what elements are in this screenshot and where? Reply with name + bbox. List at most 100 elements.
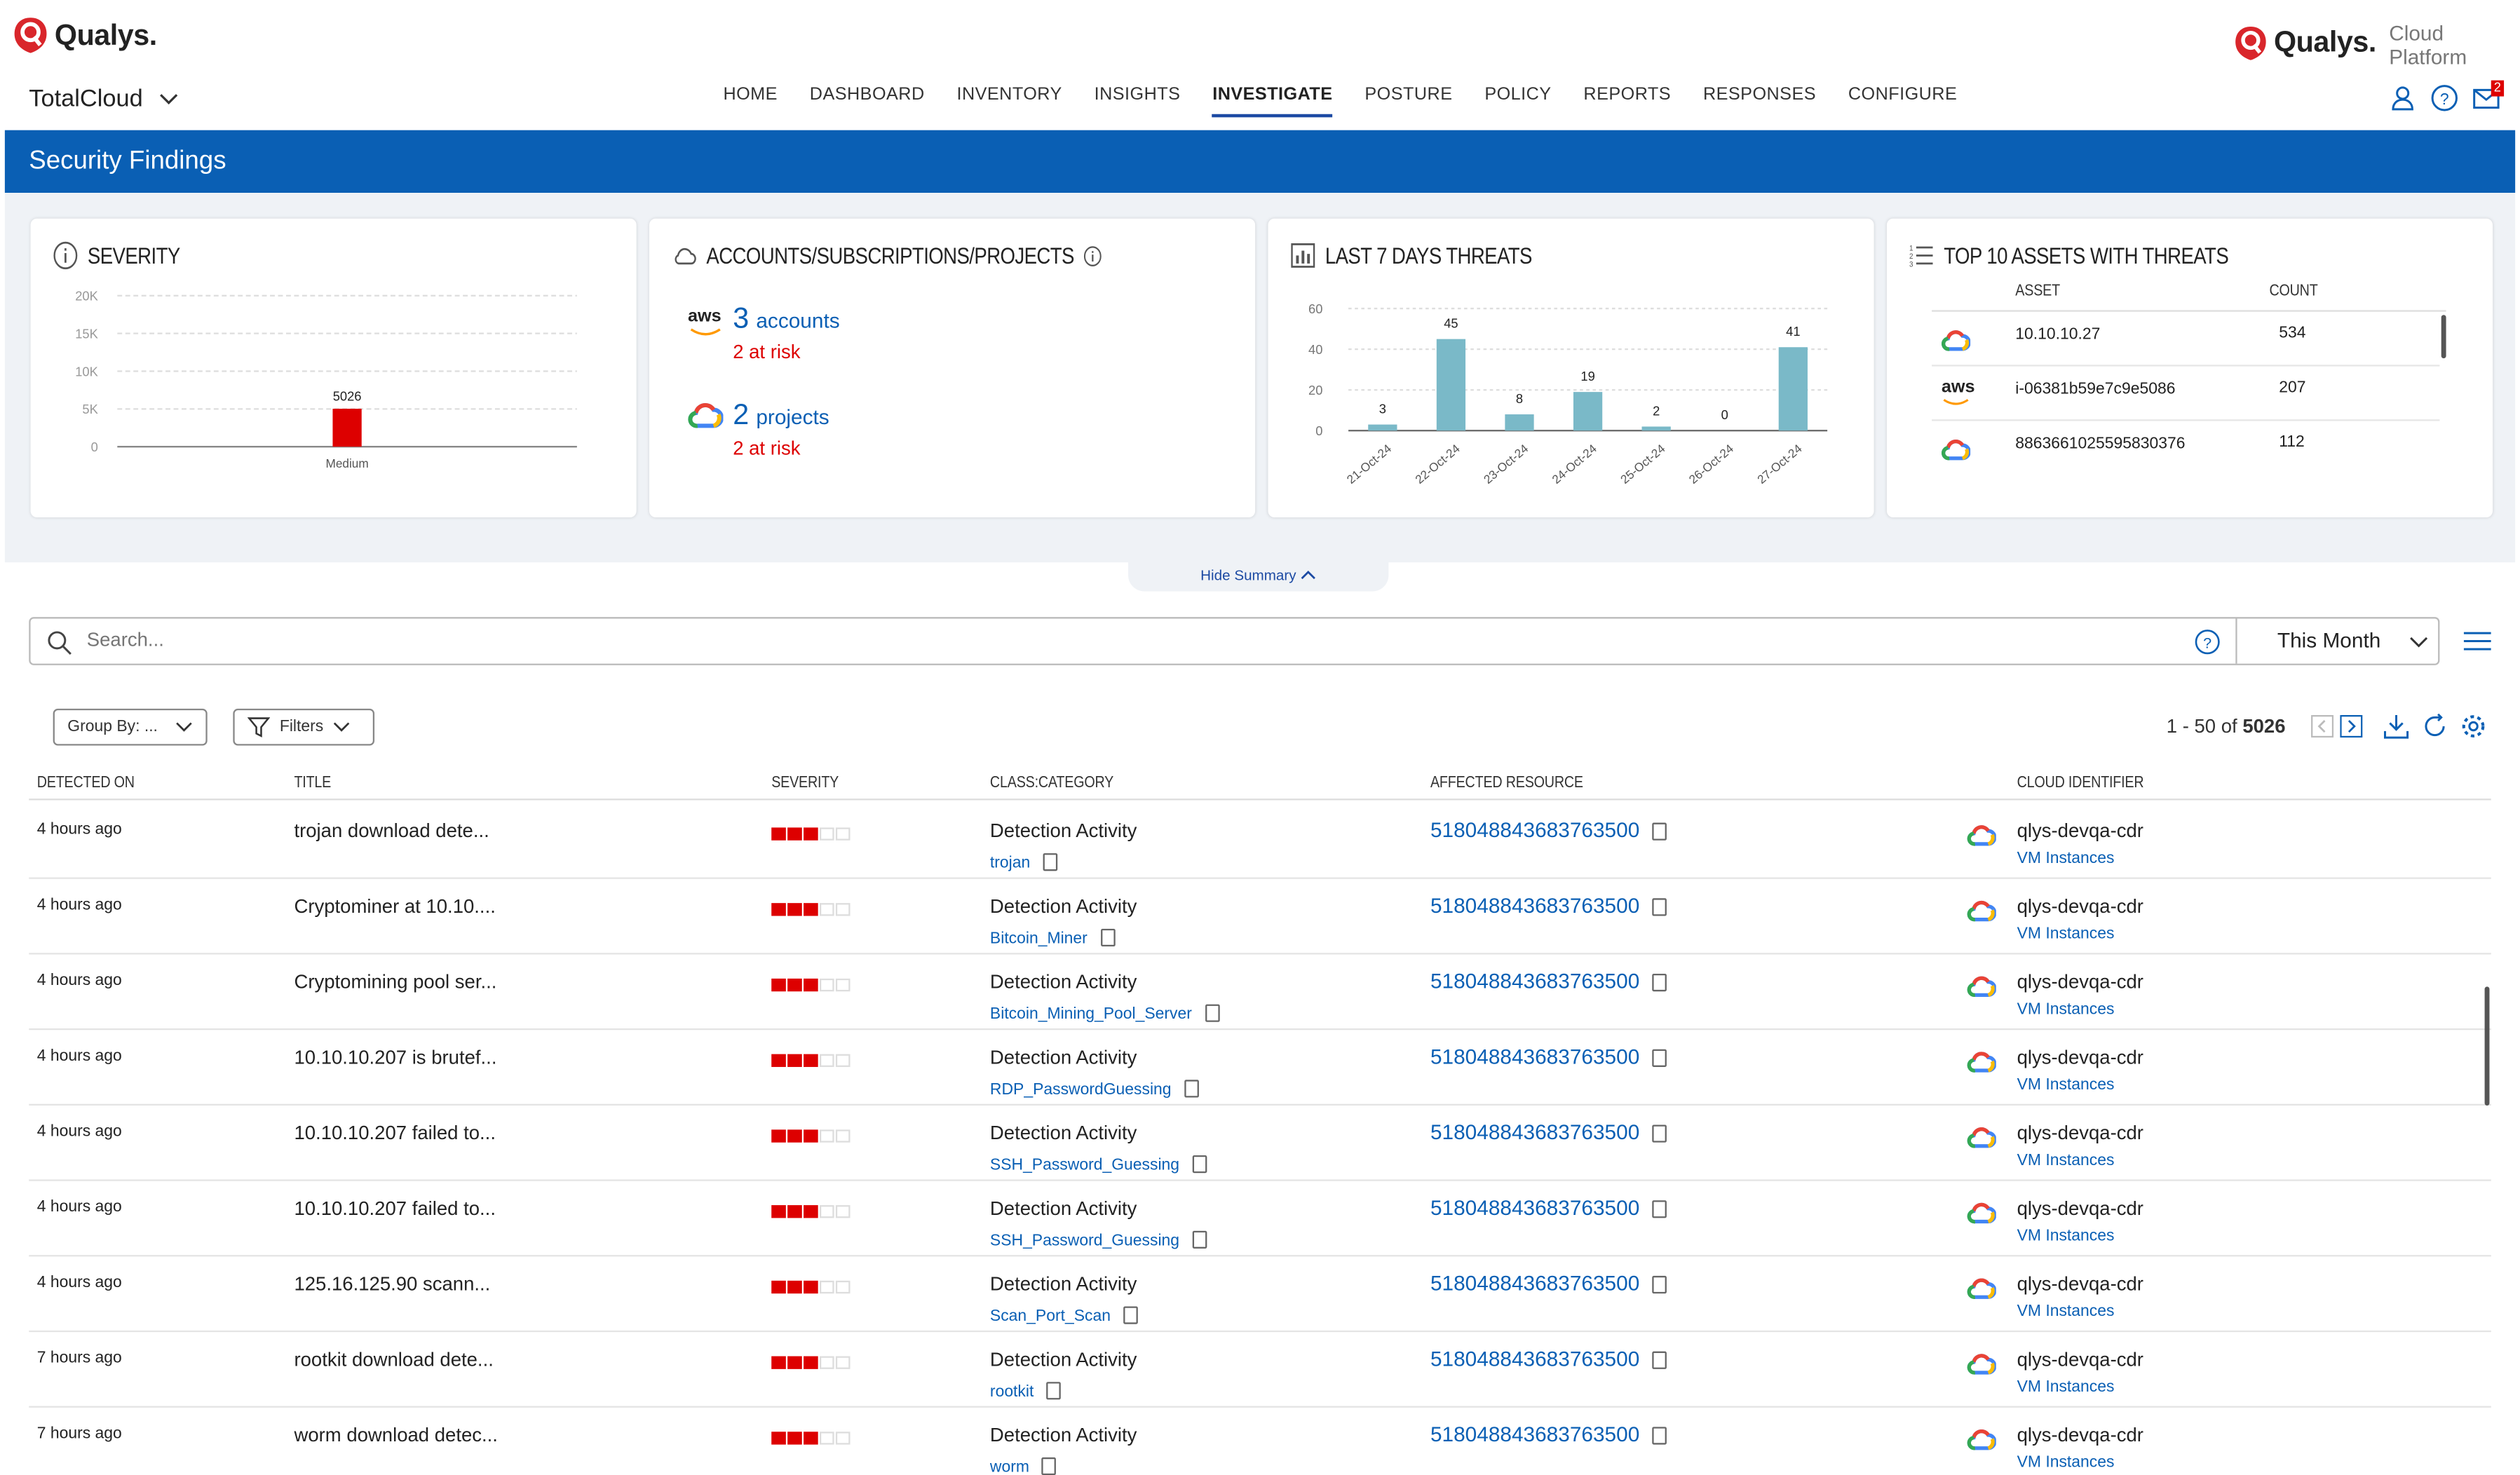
table-row[interactable]: 4 hours ago 125.16.125.90 scann... Detecti…: [29, 1256, 2491, 1333]
asset-scrollbar[interactable]: [2441, 315, 2446, 359]
threat-bar[interactable]: [1641, 426, 1671, 431]
severity-bar: [771, 1205, 851, 1218]
severity-bar-mark[interactable]: [332, 409, 362, 447]
threat-bar[interactable]: [1505, 414, 1534, 431]
gcp-projects-link[interactable]: 2 projects: [733, 398, 829, 432]
app-selector[interactable]: TotalCloud: [29, 85, 178, 112]
nav-item-investigate[interactable]: INVESTIGATE: [1196, 85, 1348, 118]
threat-bar[interactable]: [1573, 392, 1603, 431]
nav-item-responses[interactable]: RESPONSES: [1702, 85, 1817, 104]
severity-segment: [835, 903, 851, 916]
group-by-select[interactable]: Group By: ...: [53, 708, 208, 746]
x-tick-label: Medium: [326, 456, 369, 470]
copy-icon[interactable]: [1652, 1200, 1667, 1218]
table-row[interactable]: 4 hours ago trojan download dete... Detect…: [29, 803, 2491, 879]
copy-icon[interactable]: [1192, 1230, 1207, 1249]
chevron-down-icon[interactable]: [2409, 637, 2429, 649]
affected-resource-link[interactable]: 518048843683763500: [1430, 1271, 1640, 1296]
affected-resource-link[interactable]: 518048843683763500: [1430, 817, 1640, 843]
copy-icon[interactable]: [1184, 1080, 1199, 1098]
refresh-icon[interactable]: [2422, 713, 2448, 740]
copy-icon[interactable]: [1652, 898, 1667, 916]
col-class-category[interactable]: CLASS:CATEGORY: [989, 774, 1114, 793]
aws-accounts-link[interactable]: 3 accounts: [733, 302, 839, 336]
qualys-logo[interactable]: Qualys.: [13, 16, 157, 55]
copy-icon[interactable]: [1042, 1457, 1057, 1475]
date-range-select[interactable]: This Month: [2277, 628, 2381, 653]
col-cloud-identifier[interactable]: CLOUD IDENTIFIER: [2017, 774, 2144, 793]
cloud-identifier: qlys-devqa-cdr: [2017, 819, 2143, 843]
copy-icon[interactable]: [1100, 928, 1115, 947]
user-icon[interactable]: [2388, 83, 2417, 112]
threat-bar[interactable]: [1436, 339, 1466, 431]
asset-row[interactable]: 8863661025595830376 112: [1932, 421, 2439, 476]
menu-icon[interactable]: [2463, 630, 2491, 653]
settings-gear-icon[interactable]: [2460, 714, 2486, 740]
copy-icon[interactable]: [1652, 822, 1667, 841]
copy-icon[interactable]: [1652, 1049, 1667, 1067]
copy-icon[interactable]: [1652, 1427, 1667, 1445]
nav-item-configure[interactable]: CONFIGURE: [1848, 85, 1958, 104]
help-icon[interactable]: ?: [2194, 628, 2221, 655]
affected-resource-link[interactable]: 518048843683763500: [1430, 969, 1640, 993]
finding-title[interactable]: rootkit download dete...: [294, 1348, 494, 1371]
table-row[interactable]: 7 hours ago worm download detec... Detecti…: [29, 1408, 2491, 1475]
nav-item-posture[interactable]: POSTURE: [1364, 85, 1453, 104]
finding-title[interactable]: 10.10.10.207 failed to...: [294, 1197, 496, 1220]
nav-item-inventory[interactable]: INVENTORY: [956, 85, 1062, 104]
help-icon[interactable]: ?: [2430, 83, 2459, 112]
affected-resource-link[interactable]: 518048843683763500: [1430, 1120, 1640, 1144]
affected-resource-link[interactable]: 518048843683763500: [1430, 1422, 1640, 1446]
download-icon[interactable]: [2383, 714, 2409, 740]
copy-icon[interactable]: [1123, 1306, 1138, 1324]
finding-title[interactable]: Cryptomining pool ser...: [294, 970, 497, 993]
severity-segment: [819, 1205, 834, 1218]
copy-icon[interactable]: [1205, 1004, 1219, 1022]
finding-title[interactable]: Cryptominer at 10.10....: [294, 895, 496, 918]
nav-item-home[interactable]: HOME: [723, 85, 778, 104]
nav-item-reports[interactable]: REPORTS: [1583, 85, 1672, 104]
threat-bar[interactable]: [1368, 424, 1397, 431]
x-tick-label: 24-Oct-24: [1550, 441, 1600, 487]
col-affected-resource[interactable]: AFFECTED RESOURCE: [1430, 774, 1583, 793]
filters-button[interactable]: Filters: [233, 708, 375, 746]
table-row[interactable]: 7 hours ago rootkit download dete... Detec…: [29, 1332, 2491, 1408]
affected-resource-link[interactable]: 518048843683763500: [1430, 1346, 1640, 1371]
threat-bar[interactable]: [1778, 347, 1808, 431]
affected-resource-link[interactable]: 518048843683763500: [1430, 1044, 1640, 1069]
col-detected[interactable]: DETECTED ON: [36, 774, 135, 793]
finding-title[interactable]: worm download detec...: [294, 1423, 498, 1446]
col-severity[interactable]: SEVERITY: [771, 774, 839, 793]
asset-row[interactable]: 10.10.10.27 534: [1932, 312, 2440, 367]
class-label: Detection Activity: [989, 1272, 1137, 1296]
copy-icon[interactable]: [1652, 974, 1667, 992]
copy-icon[interactable]: [1192, 1155, 1207, 1174]
finding-title[interactable]: 10.10.10.207 failed to...: [294, 1121, 496, 1144]
table-row[interactable]: 4 hours ago Cryptominer at 10.10.... Detec…: [29, 879, 2491, 955]
table-row[interactable]: 4 hours ago 10.10.10.207 failed to... Dete…: [29, 1106, 2491, 1181]
search-input[interactable]: [86, 628, 2176, 651]
finding-title[interactable]: 10.10.10.207 is brutef...: [294, 1046, 497, 1069]
next-page-icon[interactable]: [2340, 714, 2363, 738]
asset-row[interactable]: aws i-06381b59e7c9e5086 207: [1932, 367, 2440, 421]
prev-page-icon[interactable]: [2311, 714, 2334, 738]
copy-icon[interactable]: [1652, 1124, 1667, 1143]
copy-icon[interactable]: [1043, 853, 1058, 871]
table-row[interactable]: 4 hours ago 10.10.10.207 failed to... Dete…: [29, 1181, 2491, 1257]
copy-icon[interactable]: [1652, 1351, 1667, 1369]
table-scrollbar[interactable]: [2484, 986, 2490, 1106]
table-row[interactable]: 4 hours ago Cryptomining pool ser... Detec…: [29, 955, 2491, 1031]
filters-label: Filters: [279, 718, 324, 736]
col-title[interactable]: TITLE: [294, 774, 332, 793]
copy-icon[interactable]: [1046, 1382, 1062, 1400]
nav-item-insights[interactable]: INSIGHTS: [1094, 85, 1181, 104]
finding-title[interactable]: trojan download dete...: [294, 819, 489, 843]
finding-title[interactable]: 125.16.125.90 scann...: [294, 1272, 491, 1296]
nav-item-dashboard[interactable]: DASHBOARD: [809, 85, 925, 104]
affected-resource-link[interactable]: 518048843683763500: [1430, 893, 1640, 918]
nav-item-policy[interactable]: POLICY: [1484, 85, 1552, 104]
table-row[interactable]: 4 hours ago 10.10.10.207 is brutef... Dete…: [29, 1030, 2491, 1106]
affected-resource-link[interactable]: 518048843683763500: [1430, 1195, 1640, 1220]
hide-summary-toggle[interactable]: Hide Summary: [1128, 559, 1389, 592]
copy-icon[interactable]: [1652, 1275, 1667, 1294]
